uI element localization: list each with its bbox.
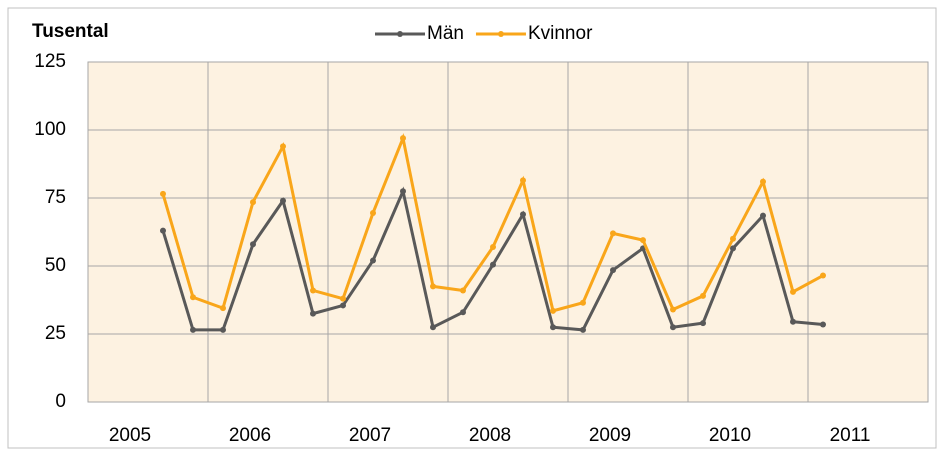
point	[400, 135, 406, 142]
legend-label: Män	[427, 23, 464, 44]
point	[760, 212, 766, 219]
point	[310, 287, 316, 294]
point	[160, 190, 166, 197]
point	[670, 324, 676, 331]
y-tick-label: 100	[34, 119, 66, 140]
point	[580, 299, 586, 306]
x-tick-label: 2011	[830, 425, 871, 446]
y-tick-label: 125	[34, 51, 66, 72]
point	[520, 177, 526, 184]
point	[430, 324, 436, 331]
point	[280, 143, 286, 150]
point	[790, 288, 796, 295]
point	[520, 211, 526, 218]
chart-title: Tusental	[32, 21, 109, 42]
point	[430, 283, 436, 290]
point	[790, 318, 796, 325]
point	[490, 261, 496, 268]
x-tick-label: 2009	[589, 425, 631, 446]
point	[610, 230, 616, 237]
y-tick-label: 0	[55, 391, 66, 412]
point	[400, 188, 406, 195]
x-tick-label: 2007	[349, 425, 391, 446]
point	[340, 302, 346, 309]
x-tick-label: 2005	[109, 425, 151, 446]
point	[490, 243, 496, 250]
x-tick-label: 2008	[469, 425, 511, 446]
point	[250, 241, 256, 248]
point	[730, 245, 736, 252]
x-tick-label: 2010	[709, 425, 751, 446]
point	[370, 209, 376, 216]
point	[820, 272, 826, 279]
point	[730, 235, 736, 242]
point	[190, 294, 196, 301]
point	[220, 326, 226, 333]
plot-area	[87, 61, 929, 403]
point	[220, 305, 226, 312]
point	[250, 199, 256, 206]
legend-label: Kvinnor	[528, 23, 593, 44]
point	[460, 287, 466, 294]
point	[370, 257, 376, 264]
point	[760, 178, 766, 185]
y-tick-label: 50	[45, 255, 66, 276]
point	[700, 292, 706, 299]
point	[550, 307, 556, 314]
point	[640, 237, 646, 244]
y-tick-label: 25	[45, 323, 66, 344]
point	[550, 324, 556, 331]
point	[310, 310, 316, 317]
legend-marker	[497, 31, 504, 37]
point	[580, 326, 586, 333]
point	[820, 321, 826, 328]
point	[160, 227, 166, 234]
x-tick-label: 2006	[229, 425, 271, 446]
y-tick-label: 75	[45, 187, 66, 208]
legend-marker	[397, 31, 403, 37]
point	[340, 295, 346, 302]
point	[610, 267, 616, 274]
point	[460, 309, 466, 316]
point	[670, 306, 676, 313]
point	[700, 320, 706, 327]
point	[190, 326, 196, 333]
point	[280, 197, 286, 204]
